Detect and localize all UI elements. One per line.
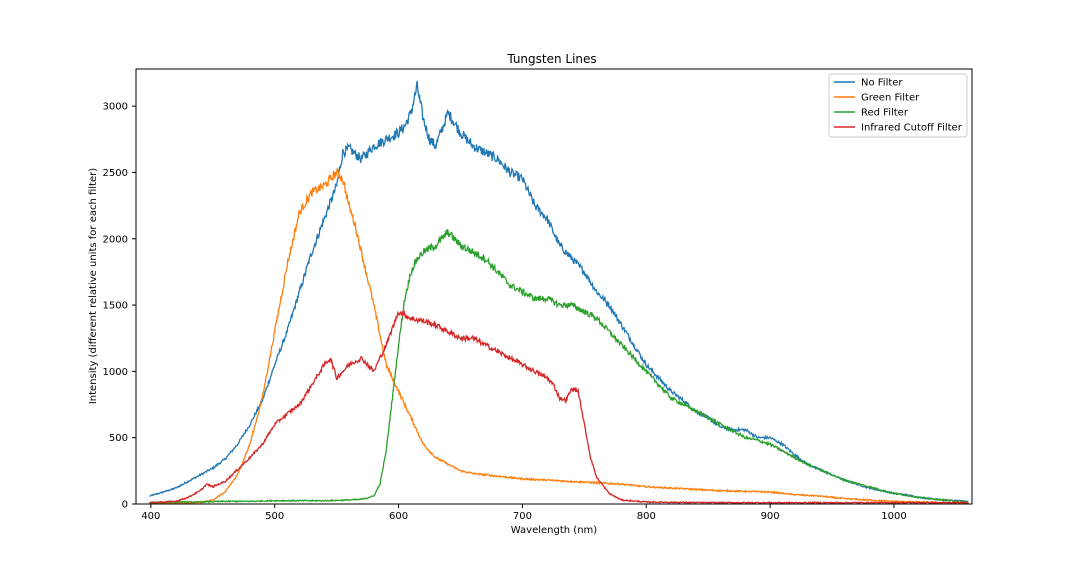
x-tick-label: 600	[389, 511, 408, 522]
y-tick-label: 0	[122, 500, 128, 511]
legend-box	[828, 73, 968, 138]
legend-entry: Infrared Cutoff Filter	[861, 123, 963, 134]
x-tick-label: 500	[265, 511, 284, 522]
series-line-1	[149, 167, 969, 505]
x-tick-label: 700	[513, 511, 532, 522]
x-axis: 400 500 600 700 800 900 1000	[141, 504, 907, 522]
y-tick-label: 2500	[103, 168, 128, 179]
series-line-2	[149, 229, 969, 505]
series-line-3	[149, 309, 969, 505]
x-tick-label: 900	[761, 511, 780, 522]
y-tick-label: 1000	[103, 367, 128, 378]
y-tick-label: 500	[109, 433, 128, 444]
x-tick-label: 800	[637, 511, 656, 522]
chart-title: Tungsten Lines	[506, 52, 596, 66]
y-axis: 0 500 1000 1500 2000 2500 3000	[103, 102, 136, 511]
x-tick-label: 400	[141, 511, 160, 522]
legend-entry: Green Filter	[861, 93, 920, 104]
y-axis-label: Intensity (different relative units for …	[88, 168, 99, 404]
y-tick-label: 2000	[103, 234, 128, 245]
x-axis-label: Wavelength (nm)	[511, 525, 597, 536]
plot-frame	[135, 68, 973, 505]
y-tick-label: 3000	[103, 102, 128, 113]
plot-lines	[149, 80, 969, 505]
y-tick-label: 1500	[103, 301, 128, 312]
legend-entry: No Filter	[861, 78, 903, 89]
series-line-0	[149, 80, 969, 503]
x-tick-label: 1000	[881, 511, 906, 522]
legend: No Filter Green Filter Red Filter Infrared …	[828, 73, 968, 138]
legend-entry: Red Filter	[861, 108, 909, 119]
